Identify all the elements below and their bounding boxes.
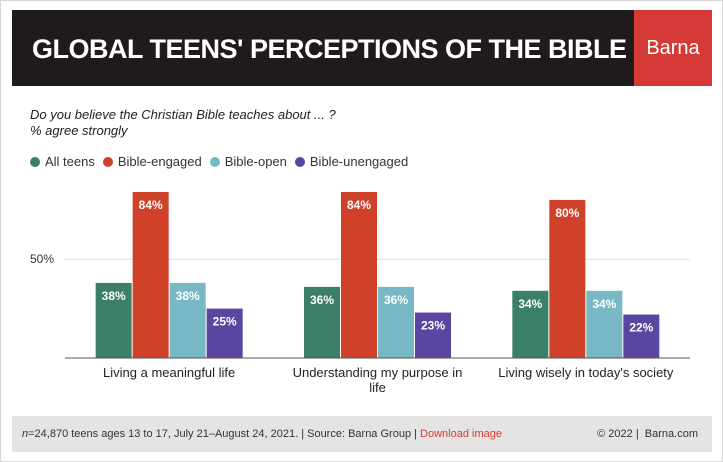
- bar: [586, 290, 623, 358]
- legend-swatch: [209, 156, 220, 167]
- bar: [623, 314, 660, 358]
- legend-label: Bible-open: [224, 154, 287, 169]
- bar: [206, 308, 243, 358]
- bar-value-label: 38%: [102, 289, 126, 303]
- bar: [132, 192, 169, 358]
- x-tick-label: life: [369, 380, 386, 395]
- bar-value-label: 84%: [139, 198, 163, 212]
- bar: [378, 286, 414, 358]
- legend-label: All teens: [45, 154, 95, 169]
- bar-value-label: 25%: [213, 315, 237, 329]
- sample-size-label: n: [22, 428, 29, 440]
- survey-question: Do you believe the Christian Bible teach…: [30, 107, 336, 122]
- bar: [95, 282, 132, 358]
- bar-value-label: 36%: [310, 293, 334, 307]
- bar: [169, 282, 206, 358]
- bar-value-label: 36%: [384, 293, 408, 307]
- bar: [512, 290, 549, 358]
- legend-swatch: [294, 156, 305, 167]
- x-tick-label: Understanding my purpose in: [293, 365, 463, 380]
- bar-value-label: 34%: [518, 297, 542, 311]
- legend-item-bible-engaged: Bible-engaged: [102, 154, 202, 169]
- footnote-text: =24,870 teens ages 13 to 17, July 21–Aug…: [28, 428, 421, 440]
- footer-bar: n=24,870 teens ages 13 to 17, July 21–Au…: [12, 416, 712, 452]
- page-title: GLOBAL TEENS' PERCEPTIONS OF THE BIBLE: [32, 34, 627, 64]
- brand-logo: Barna: [634, 10, 712, 86]
- bar-value-label: 34%: [592, 297, 616, 311]
- bar: [341, 192, 377, 358]
- bar-value-label: 38%: [176, 289, 200, 303]
- x-tick-label: Living a meaningful life: [103, 365, 235, 380]
- legend-label: Bible-unengaged: [309, 154, 409, 169]
- legend-swatch: [102, 156, 113, 167]
- legend-item-bible-open: Bible-open: [209, 154, 287, 169]
- chart-legend: All teens Bible-engaged Bible-open Bible…: [30, 154, 408, 169]
- footnote: n=24,870 teens ages 13 to 17, July 21–Au…: [22, 428, 502, 440]
- x-tick-label: Living wisely in today's society: [498, 365, 674, 380]
- bar-value-label: 23%: [421, 319, 445, 333]
- bar: [304, 286, 340, 358]
- bar: [415, 312, 451, 358]
- chart-subtitle: % agree strongly: [30, 123, 128, 138]
- y-tick-label: 50%: [30, 252, 54, 266]
- bar-value-label: 84%: [347, 198, 371, 212]
- legend-label: Bible-engaged: [117, 154, 202, 169]
- bar-value-label: 80%: [555, 206, 579, 220]
- header-banner: GLOBAL TEENS' PERCEPTIONS OF THE BIBLE B…: [12, 10, 712, 86]
- bar-value-label: 22%: [629, 321, 653, 335]
- bar-chart: 50% 38% 84% 38% 25% Living a meaningful life 3…: [30, 192, 690, 395]
- copyright: © 2022 | Barna.com: [597, 428, 698, 440]
- legend-swatch: [30, 156, 40, 167]
- bar: [549, 199, 586, 358]
- legend-item-bible-unengaged: Bible-unengaged: [294, 154, 409, 169]
- download-image-link[interactable]: Download image: [420, 428, 502, 440]
- legend-item-all-teens: All teens: [30, 154, 95, 169]
